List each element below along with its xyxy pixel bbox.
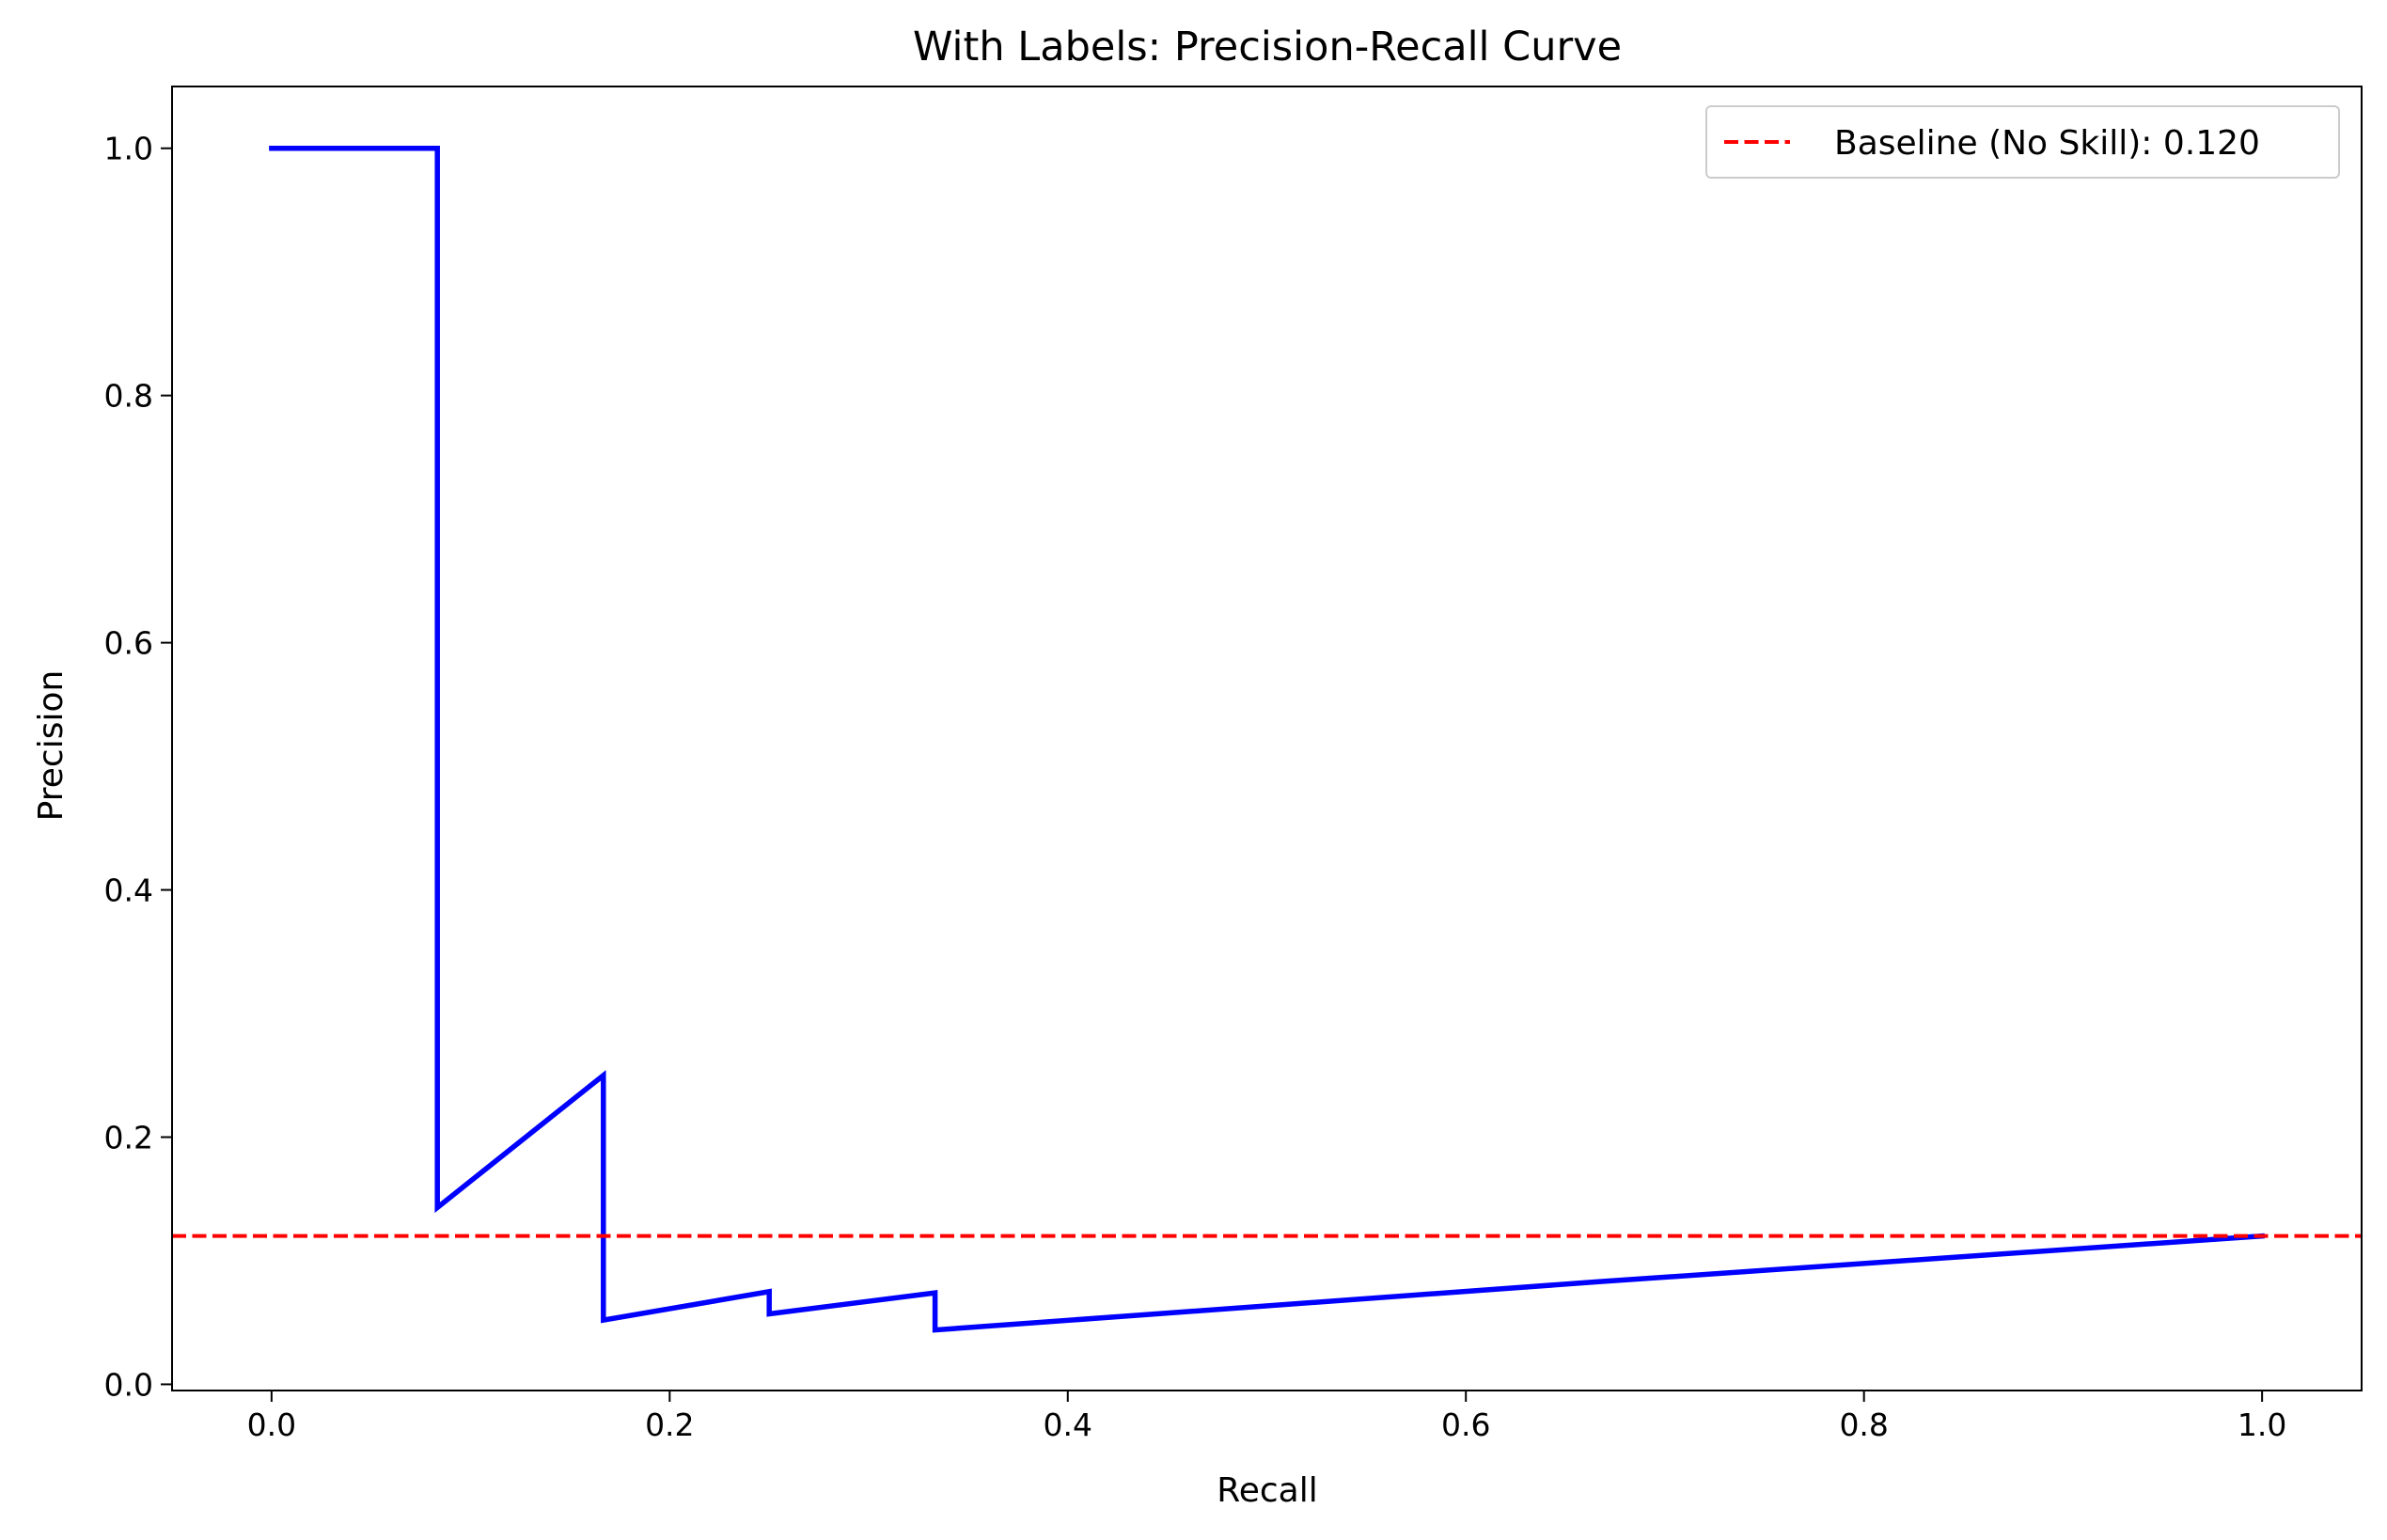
y-tick-label: 0.8	[104, 378, 153, 415]
y-axis-label: Precision	[32, 670, 71, 822]
y-tick-label: 0.0	[104, 1366, 153, 1403]
x-tick-label: 0.0	[247, 1406, 296, 1443]
chart-title: With Labels: Precision-Recall Curve	[913, 24, 1622, 71]
x-tick-label: 0.8	[1839, 1406, 1888, 1443]
x-tick-label: 1.0	[2238, 1406, 2286, 1443]
plot-frame	[171, 86, 2363, 1391]
x-tick-label: 0.6	[1441, 1406, 1490, 1443]
legend: Baseline (No Skill): 0.120	[1705, 105, 2340, 179]
x-tick-label: 0.4	[1044, 1406, 1092, 1443]
x-axis-label: Recall	[1217, 1471, 1317, 1510]
y-tick-label: 0.4	[104, 872, 153, 909]
pr-curve-line-0	[269, 145, 2266, 1333]
plot-area: 0.0 0.2 0.4 0.6 0.8 1.0 0.0 0.2 0.4 0.6 0.8 1.0 Base…	[104, 86, 2363, 1443]
legend-label-baseline: Baseline (No Skill): 0.120	[1834, 124, 2260, 163]
legend-box	[1705, 105, 2340, 179]
x-tick-label: 0.2	[645, 1406, 694, 1443]
y-tick-label: 0.6	[104, 625, 153, 662]
y-tick-label: 1.0	[104, 131, 153, 167]
y-tick-label: 0.2	[104, 1119, 153, 1155]
